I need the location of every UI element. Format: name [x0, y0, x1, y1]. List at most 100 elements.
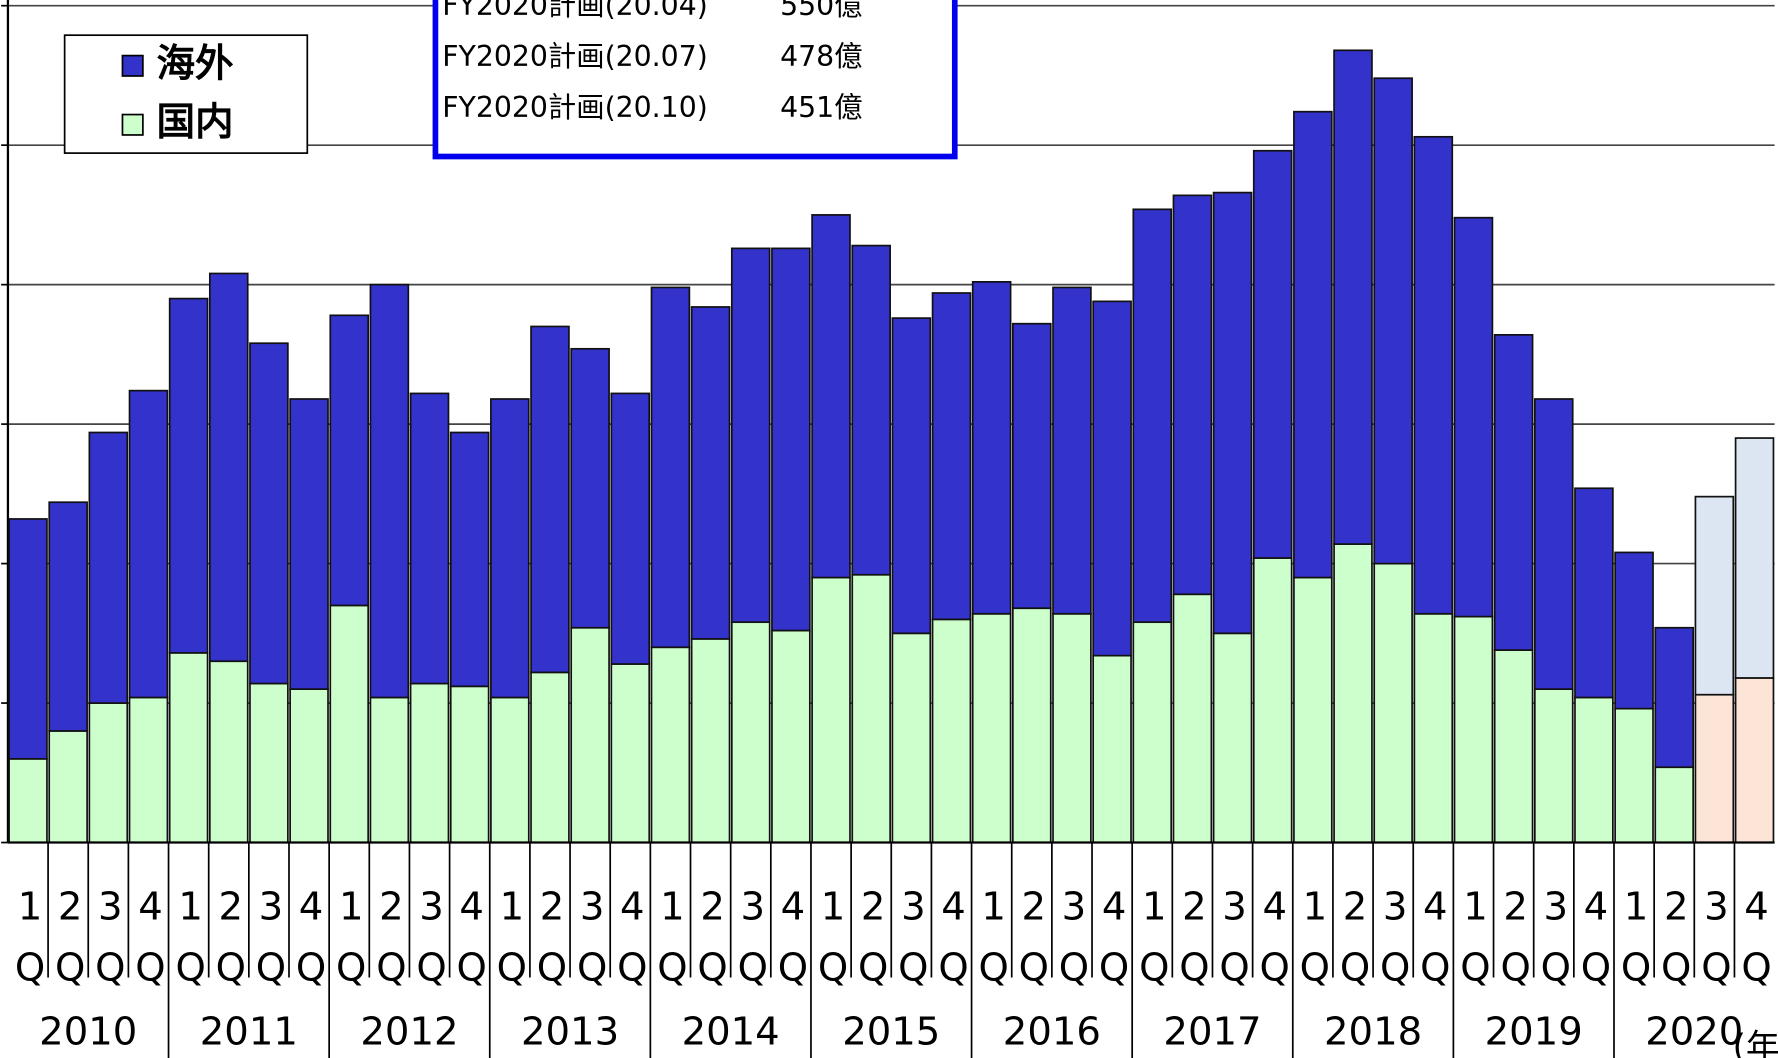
bar-segment — [168, 297, 209, 654]
bar-segment — [610, 392, 651, 665]
bar-segment — [690, 306, 731, 640]
bar-segment — [1252, 557, 1293, 844]
annotation-amount: 478億 — [780, 40, 862, 73]
x-tick-label: 3Q — [1533, 884, 1578, 1006]
bar-segment — [8, 757, 48, 844]
bar-segment — [329, 604, 370, 844]
bar-segment — [249, 682, 289, 844]
annotation-label: FY2020計画(20.10) — [442, 91, 708, 124]
year-label: 2015 — [842, 1010, 940, 1055]
year-label: 2016 — [1003, 1010, 1101, 1055]
legend-swatch — [121, 113, 144, 136]
x-tick-label: 4Q — [449, 884, 494, 1006]
x-tick-label: 2Q — [1011, 884, 1056, 1006]
bar-segment — [48, 730, 88, 844]
x-tick-label: 1Q — [168, 884, 213, 1006]
bar-segment — [771, 629, 811, 844]
x-tick-label: 2Q — [1654, 884, 1699, 1006]
bar-segment — [1012, 322, 1052, 610]
annotation-box — [432, 0, 958, 160]
bar-segment — [811, 214, 851, 579]
x-tick-label: 1Q — [971, 884, 1016, 1006]
bar-segment — [449, 685, 490, 844]
bar-segment — [289, 398, 329, 690]
bar-segment — [851, 573, 891, 844]
bar-segment — [1694, 693, 1735, 844]
bar-segment — [1092, 654, 1132, 844]
bar-segment — [1614, 707, 1654, 844]
bar-segment — [1252, 149, 1293, 559]
x-tick-label: 4Q — [1734, 884, 1778, 1006]
x-tick-label: 4Q — [1413, 884, 1458, 1006]
bar-segment — [1373, 77, 1413, 565]
x-tick-label: 3Q — [730, 884, 775, 1006]
bar-segment — [1694, 495, 1735, 696]
x-tick-label: 1Q — [1132, 884, 1177, 1006]
bar-segment — [409, 392, 450, 685]
year-label: 2017 — [1163, 1010, 1261, 1055]
bar-segment — [530, 671, 570, 844]
x-tick-label: 1Q — [489, 884, 534, 1006]
year-label: 2020 — [1645, 1010, 1743, 1055]
x-tick-label: 4Q — [770, 884, 815, 1006]
bar-segment — [128, 389, 169, 699]
x-tick-label: 3Q — [1051, 884, 1096, 1006]
bar-segment — [730, 621, 771, 844]
x-tick-label: 1Q — [1292, 884, 1337, 1006]
bar-segment — [249, 342, 289, 685]
x-tick-label: 2Q — [1333, 884, 1378, 1006]
x-tick-label: 1Q — [1614, 884, 1659, 1006]
year-label: 2019 — [1485, 1010, 1583, 1055]
legend-label: 国内 — [156, 100, 233, 145]
x-tick-label: 4Q — [1252, 884, 1297, 1006]
x-tick-label: 4Q — [1092, 884, 1137, 1006]
bar-segment — [1493, 649, 1534, 844]
bar-segment — [730, 247, 771, 624]
x-tick-label: 2Q — [48, 884, 93, 1006]
x-tick-label: 2Q — [529, 884, 574, 1006]
x-tick-label: 2Q — [208, 884, 253, 1006]
x-tick-label: 4Q — [128, 884, 173, 1006]
year-label: 2013 — [521, 1010, 619, 1055]
bar-segment — [208, 272, 249, 663]
bar-segment — [88, 431, 129, 704]
x-unit: (年) — [1733, 1027, 1778, 1058]
x-tick-label: 1Q — [650, 884, 695, 1006]
bar-segment — [1212, 191, 1253, 635]
x-tick-label: 1Q — [8, 884, 53, 1006]
bar-segment — [771, 247, 811, 632]
bar-segment — [891, 317, 932, 635]
year-label: 2011 — [200, 1010, 298, 1055]
bar-segment — [1574, 696, 1614, 844]
bar-segment — [971, 280, 1012, 615]
x-tick-label: 3Q — [891, 884, 936, 1006]
bar-segment — [851, 244, 891, 576]
x-tick-label: 4Q — [1573, 884, 1618, 1006]
bar-segment — [971, 612, 1012, 844]
bar-segment — [1574, 487, 1614, 699]
legend-box — [63, 34, 309, 154]
x-tick-label: 3Q — [1373, 884, 1418, 1006]
bar-segment — [1373, 562, 1413, 844]
bar-segment — [891, 632, 932, 844]
x-tick-label: 1Q — [811, 884, 856, 1006]
bar-segment — [1453, 216, 1494, 618]
bar-segment — [811, 576, 851, 844]
annotation-label: FY2020計画(20.04) — [442, 0, 708, 22]
x-tick-label: 2Q — [369, 884, 414, 1006]
x-tick-label: 3Q — [1212, 884, 1257, 1006]
bar-segment — [650, 646, 691, 844]
x-tick-label: 2Q — [690, 884, 735, 1006]
x-tick-label: 3Q — [248, 884, 293, 1006]
bar-segment — [610, 663, 651, 844]
x-tick-label: 1Q — [1453, 884, 1498, 1006]
bar-segment — [1012, 607, 1052, 844]
bar-segment — [1172, 593, 1213, 844]
bar-segment — [490, 696, 530, 844]
x-tick-label: 2Q — [851, 884, 896, 1006]
bar-segment — [1734, 677, 1775, 844]
bar-segment — [1453, 615, 1494, 844]
bar-segment — [931, 292, 972, 621]
bar-segment — [1172, 194, 1213, 596]
